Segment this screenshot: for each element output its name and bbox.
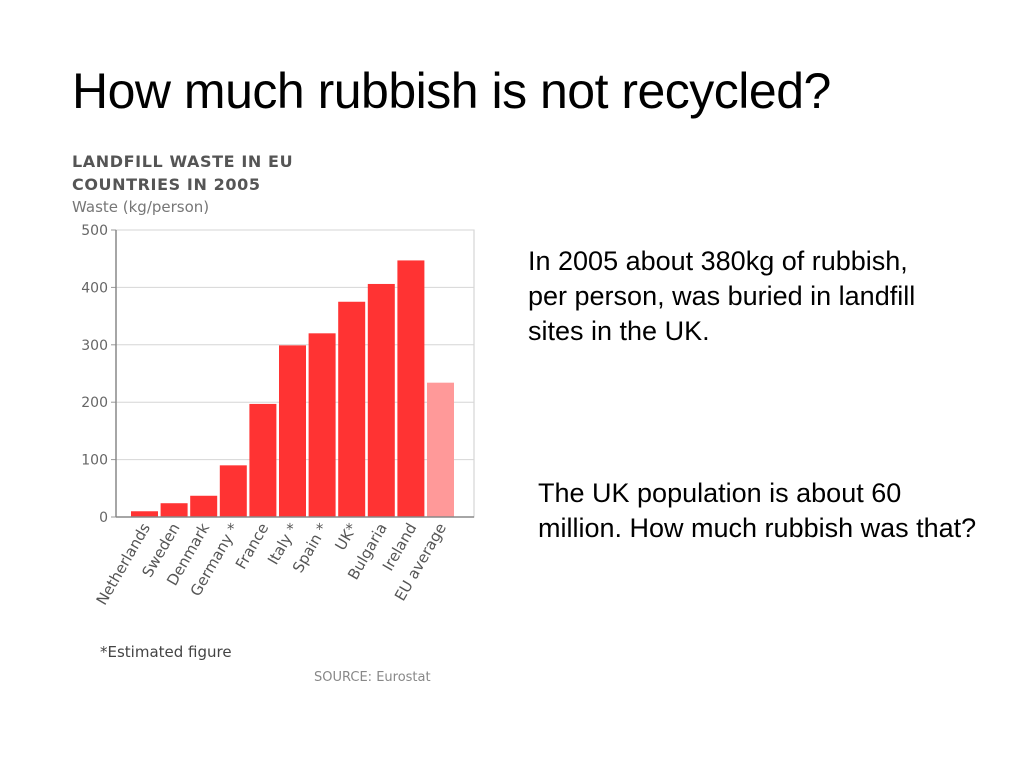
bar: [308, 333, 336, 517]
chart-title-line-2: COUNTRIES IN 2005: [72, 175, 261, 194]
y-tick-label: 100: [81, 453, 108, 469]
bar: [367, 283, 395, 517]
y-tick-label: 500: [81, 223, 108, 239]
chart-footnote: *Estimated figure: [100, 643, 232, 661]
chart-title-line-1: LANDFILL WASTE IN EU: [72, 152, 294, 171]
y-tick-label: 400: [81, 280, 108, 296]
slide-title: How much rubbish is not recycled?: [72, 63, 831, 119]
chart-source: SOURCE: Eurostat: [314, 670, 431, 685]
paragraph-uk-population-question: The UK population is about 60 million. H…: [538, 478, 977, 543]
bar: [397, 260, 425, 517]
bar: [279, 345, 306, 517]
bar: [190, 495, 218, 517]
x-tick-label: UK*: [331, 520, 361, 554]
chart-y-axis-label: Waste (kg/person): [72, 198, 210, 216]
bar: [160, 503, 188, 517]
chart-title: LANDFILL WASTE IN EU COUNTRIES IN 2005: [72, 150, 293, 196]
bar: [131, 511, 158, 517]
bar: [219, 465, 247, 517]
bar: [249, 403, 277, 517]
bar: [427, 382, 454, 517]
y-tick-label: 0: [99, 510, 108, 526]
paragraph-uk-landfill: In 2005 about 380kg of rubbish, per pers…: [528, 246, 916, 346]
bar: [338, 301, 366, 517]
y-tick-label: 300: [81, 338, 108, 354]
y-tick-label: 200: [81, 395, 108, 411]
